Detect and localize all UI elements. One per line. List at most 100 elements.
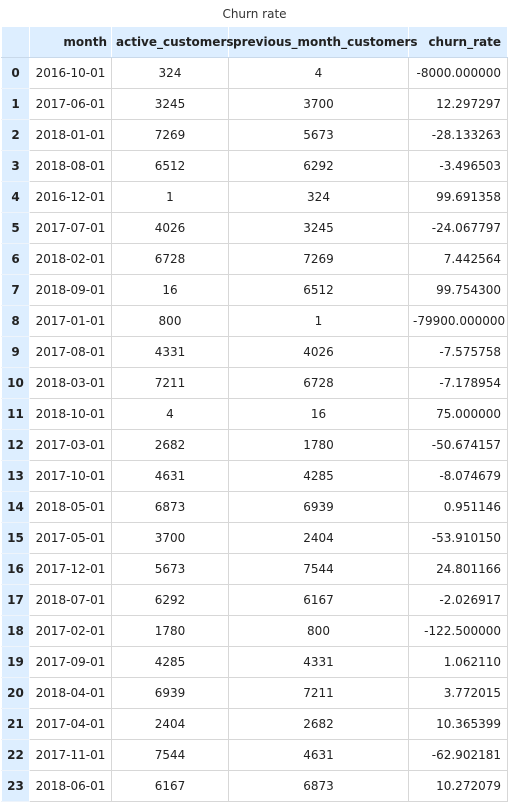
table-row: 5 2017-07-01 4026 3245 -24.067797	[1, 212, 508, 244]
header-month: month	[29, 26, 112, 58]
table-row: 10 2018-03-01 7211 6728 -7.178954	[1, 367, 508, 399]
cell-month: 2017-11-01	[29, 739, 112, 771]
cell-active-customers: 7269	[111, 119, 229, 151]
cell-month: 2017-01-01	[29, 305, 112, 337]
header-index	[1, 26, 30, 58]
cell-month: 2018-01-01	[29, 119, 112, 151]
cell-active-customers: 6167	[111, 770, 229, 802]
row-index: 16	[1, 553, 30, 585]
row-index: 0	[1, 57, 30, 89]
row-index: 19	[1, 646, 30, 678]
cell-churn-rate: -24.067797	[408, 212, 508, 244]
cell-churn-rate: -79900.000000	[408, 305, 508, 337]
cell-previous-month-customers: 5673	[228, 119, 409, 151]
cell-active-customers: 5673	[111, 553, 229, 585]
table-row: 14 2018-05-01 6873 6939 0.951146	[1, 491, 508, 523]
cell-active-customers: 4631	[111, 460, 229, 492]
cell-previous-month-customers: 4026	[228, 336, 409, 368]
row-index: 18	[1, 615, 30, 647]
row-index: 6	[1, 243, 30, 275]
cell-month: 2018-09-01	[29, 274, 112, 306]
row-index: 7	[1, 274, 30, 306]
cell-churn-rate: 3.772015	[408, 677, 508, 709]
cell-churn-rate: -7.178954	[408, 367, 508, 399]
cell-month: 2016-12-01	[29, 181, 112, 213]
cell-month: 2017-06-01	[29, 88, 112, 120]
row-index: 21	[1, 708, 30, 740]
cell-previous-month-customers: 6512	[228, 274, 409, 306]
cell-churn-rate: -3.496503	[408, 150, 508, 182]
table-body: 0 2016-10-01 324 4 -8000.000000 1 2017-06-01 32…	[1, 57, 508, 802]
row-index: 5	[1, 212, 30, 244]
cell-active-customers: 324	[111, 57, 229, 89]
cell-active-customers: 6728	[111, 243, 229, 275]
churn-rate-table: month active_customers previous_month_cu…	[1, 26, 508, 802]
cell-active-customers: 1780	[111, 615, 229, 647]
cell-active-customers: 800	[111, 305, 229, 337]
cell-previous-month-customers: 1	[228, 305, 409, 337]
table-row: 19 2017-09-01 4285 4331 1.062110	[1, 646, 508, 678]
row-index: 22	[1, 739, 30, 771]
cell-month: 2017-08-01	[29, 336, 112, 368]
cell-active-customers: 7211	[111, 367, 229, 399]
cell-previous-month-customers: 1780	[228, 429, 409, 461]
cell-churn-rate: 7.442564	[408, 243, 508, 275]
cell-churn-rate: 24.801166	[408, 553, 508, 585]
table-caption: Churn rate	[222, 7, 287, 21]
cell-previous-month-customers: 2682	[228, 708, 409, 740]
table-row: 15 2017-05-01 3700 2404 -53.910150	[1, 522, 508, 554]
cell-previous-month-customers: 6728	[228, 367, 409, 399]
cell-active-customers: 4285	[111, 646, 229, 678]
row-index: 20	[1, 677, 30, 709]
cell-active-customers: 4	[111, 398, 229, 430]
cell-month: 2017-02-01	[29, 615, 112, 647]
cell-month: 2017-07-01	[29, 212, 112, 244]
cell-previous-month-customers: 16	[228, 398, 409, 430]
cell-previous-month-customers: 7269	[228, 243, 409, 275]
cell-month: 2017-12-01	[29, 553, 112, 585]
cell-previous-month-customers: 6939	[228, 491, 409, 523]
table-row: 16 2017-12-01 5673 7544 24.801166	[1, 553, 508, 585]
cell-active-customers: 2404	[111, 708, 229, 740]
table-row: 22 2017-11-01 7544 4631 -62.902181	[1, 739, 508, 771]
row-index: 10	[1, 367, 30, 399]
cell-active-customers: 6873	[111, 491, 229, 523]
cell-churn-rate: 99.691358	[408, 181, 508, 213]
cell-previous-month-customers: 4285	[228, 460, 409, 492]
cell-active-customers: 6292	[111, 584, 229, 616]
row-index: 13	[1, 460, 30, 492]
row-index: 14	[1, 491, 30, 523]
cell-churn-rate: -50.674157	[408, 429, 508, 461]
cell-churn-rate: -28.133263	[408, 119, 508, 151]
table-row: 23 2018-06-01 6167 6873 10.272079	[1, 770, 508, 802]
cell-churn-rate: 1.062110	[408, 646, 508, 678]
row-index: 23	[1, 770, 30, 802]
cell-month: 2017-05-01	[29, 522, 112, 554]
cell-previous-month-customers: 800	[228, 615, 409, 647]
row-index: 15	[1, 522, 30, 554]
table-header: month active_customers previous_month_cu…	[1, 26, 508, 58]
table-row: 12 2017-03-01 2682 1780 -50.674157	[1, 429, 508, 461]
row-index: 4	[1, 181, 30, 213]
cell-month: 2017-10-01	[29, 460, 112, 492]
cell-active-customers: 3700	[111, 522, 229, 554]
cell-previous-month-customers: 4631	[228, 739, 409, 771]
cell-active-customers: 6939	[111, 677, 229, 709]
cell-previous-month-customers: 6292	[228, 150, 409, 182]
cell-churn-rate: -122.500000	[408, 615, 508, 647]
cell-month: 2018-05-01	[29, 491, 112, 523]
cell-churn-rate: -53.910150	[408, 522, 508, 554]
cell-previous-month-customers: 4331	[228, 646, 409, 678]
cell-churn-rate: 99.754300	[408, 274, 508, 306]
header-previous-month-customers: previous_month_customers	[228, 26, 418, 58]
cell-previous-month-customers: 6167	[228, 584, 409, 616]
row-index: 2	[1, 119, 30, 151]
row-index: 17	[1, 584, 30, 616]
cell-churn-rate: 10.272079	[408, 770, 508, 802]
cell-previous-month-customers: 2404	[228, 522, 409, 554]
cell-month: 2016-10-01	[29, 57, 112, 89]
cell-month: 2018-04-01	[29, 677, 112, 709]
cell-churn-rate: -8000.000000	[408, 57, 508, 89]
cell-month: 2018-02-01	[29, 243, 112, 275]
